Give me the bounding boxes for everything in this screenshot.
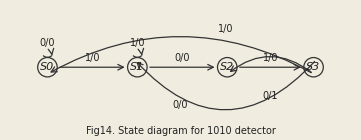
Text: 0/0: 0/0 xyxy=(175,53,190,63)
Text: 1/0: 1/0 xyxy=(84,53,100,63)
Text: S1: S1 xyxy=(130,62,144,72)
Text: 0/1: 0/1 xyxy=(263,91,278,101)
Text: 1/0: 1/0 xyxy=(218,24,233,34)
Text: S0: S0 xyxy=(40,62,55,72)
Text: S2: S2 xyxy=(220,62,234,72)
Text: 1/0: 1/0 xyxy=(263,53,278,63)
Text: Fig14. State diagram for 1010 detector: Fig14. State diagram for 1010 detector xyxy=(86,126,275,136)
Text: 1/0: 1/0 xyxy=(130,38,145,48)
Text: 0/0: 0/0 xyxy=(40,38,55,48)
Text: S3: S3 xyxy=(306,62,321,72)
Text: 0/0: 0/0 xyxy=(173,100,188,109)
